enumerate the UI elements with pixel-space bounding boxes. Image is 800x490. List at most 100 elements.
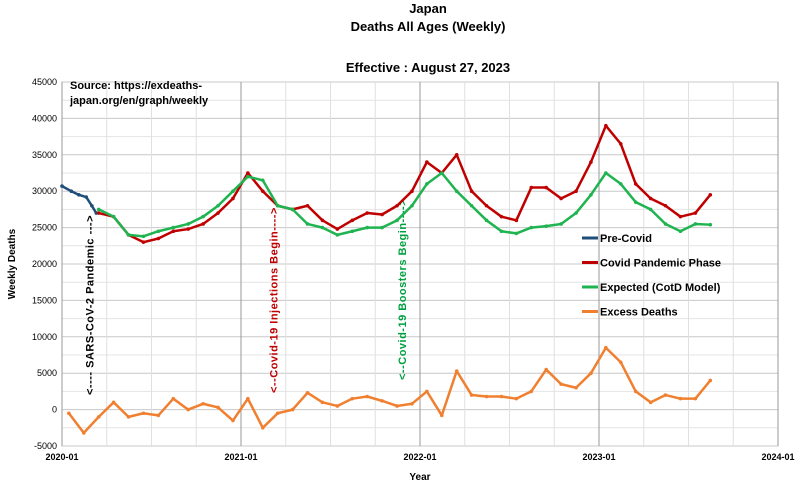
data-point: [290, 407, 295, 412]
data-point: [141, 411, 146, 416]
y-axis-label: Weekly Deaths: [7, 228, 18, 299]
data-point: [678, 214, 683, 219]
data-point: [618, 142, 623, 146]
data-point: [380, 225, 384, 230]
data-point: [171, 396, 176, 401]
data-point: [171, 225, 176, 230]
data-point: [395, 218, 399, 223]
data-point: [186, 222, 190, 226]
data-point: [305, 391, 310, 395]
data-point: [678, 396, 683, 401]
data-point: [96, 207, 101, 212]
data-point: [425, 389, 429, 394]
data-point: [260, 189, 265, 193]
data-point: [365, 225, 369, 230]
data-point: [90, 203, 94, 208]
chart-title: Japan: [409, 1, 447, 16]
data-point: [395, 203, 399, 208]
data-point: [350, 396, 355, 401]
data-point: [633, 389, 638, 394]
data-point: [156, 236, 161, 241]
data-point: [663, 203, 668, 208]
data-point: [380, 212, 384, 217]
data-point: [693, 222, 698, 226]
data-point: [633, 182, 638, 186]
data-point: [156, 229, 161, 234]
data-point: [290, 207, 295, 212]
data-point: [544, 367, 548, 372]
y-tick-label: 10000: [32, 332, 57, 342]
data-point: [141, 234, 146, 239]
data-point: [365, 394, 369, 399]
y-tick-label: 35000: [32, 150, 57, 160]
data-point: [77, 193, 81, 197]
x-tick-label: 2023-01: [582, 452, 615, 462]
series-line: [67, 346, 712, 435]
data-point: [186, 227, 190, 231]
data-point: [141, 240, 146, 244]
x-tick-label: 2024-01: [761, 452, 794, 462]
data-point: [439, 413, 444, 418]
data-point: [231, 196, 235, 201]
data-point: [544, 185, 548, 190]
data-point: [246, 174, 250, 179]
data-point: [618, 360, 623, 365]
data-point: [708, 193, 713, 197]
data-point: [663, 222, 668, 226]
effective-date: Effective : August 27, 2023: [346, 60, 510, 75]
data-point: [231, 189, 235, 193]
data-point: [514, 218, 519, 223]
y-tick-label: 5000: [37, 368, 57, 378]
data-point: [96, 415, 101, 419]
data-point: [499, 229, 504, 234]
data-point: [171, 229, 176, 234]
y-tick-label: 0: [52, 405, 57, 415]
grid: [61, 81, 779, 447]
x-tick-label: 2021-01: [224, 452, 257, 462]
data-point: [186, 407, 190, 412]
x-tick-label: 2022-01: [403, 452, 436, 462]
data-point: [156, 413, 161, 418]
data-point: [469, 393, 474, 397]
data-point: [305, 203, 310, 208]
y-tick-label: 15000: [32, 295, 57, 305]
data-point: [604, 123, 608, 128]
source-line2: japan.org/en/graph/weekly: [69, 95, 209, 107]
data-point: [648, 400, 653, 405]
data-point: [410, 401, 414, 406]
data-point: [589, 160, 593, 164]
data-point: [425, 160, 429, 164]
data-point: [260, 178, 265, 183]
y-tick-label: 40000: [32, 113, 57, 123]
series: [60, 123, 713, 435]
data-point: [514, 396, 519, 401]
data-point: [126, 233, 131, 237]
data-point: [499, 214, 504, 219]
data-point: [126, 415, 131, 419]
data-point: [604, 171, 608, 175]
data-point: [216, 405, 220, 410]
data-point: [454, 153, 459, 157]
data-point: [246, 396, 250, 401]
data-point: [60, 184, 64, 188]
data-point: [395, 404, 399, 408]
data-point: [365, 211, 369, 215]
data-point: [544, 224, 548, 228]
data-point: [69, 189, 74, 193]
legend-label: Expected (CotD Model): [600, 282, 721, 294]
data-point: [201, 222, 205, 226]
data-point: [67, 411, 71, 416]
data-point: [335, 227, 340, 231]
data-point: [305, 222, 310, 226]
y-tick-label: 30000: [32, 186, 57, 196]
data-point: [469, 189, 474, 193]
data-point: [618, 182, 623, 186]
data-point: [231, 418, 235, 423]
data-point: [574, 385, 578, 390]
data-point: [574, 211, 578, 215]
data-point: [260, 426, 265, 430]
data-point: [693, 396, 698, 401]
chart-subtitle: Deaths All Ages (Weekly): [351, 19, 506, 34]
data-point: [320, 218, 325, 223]
data-point: [216, 211, 220, 215]
